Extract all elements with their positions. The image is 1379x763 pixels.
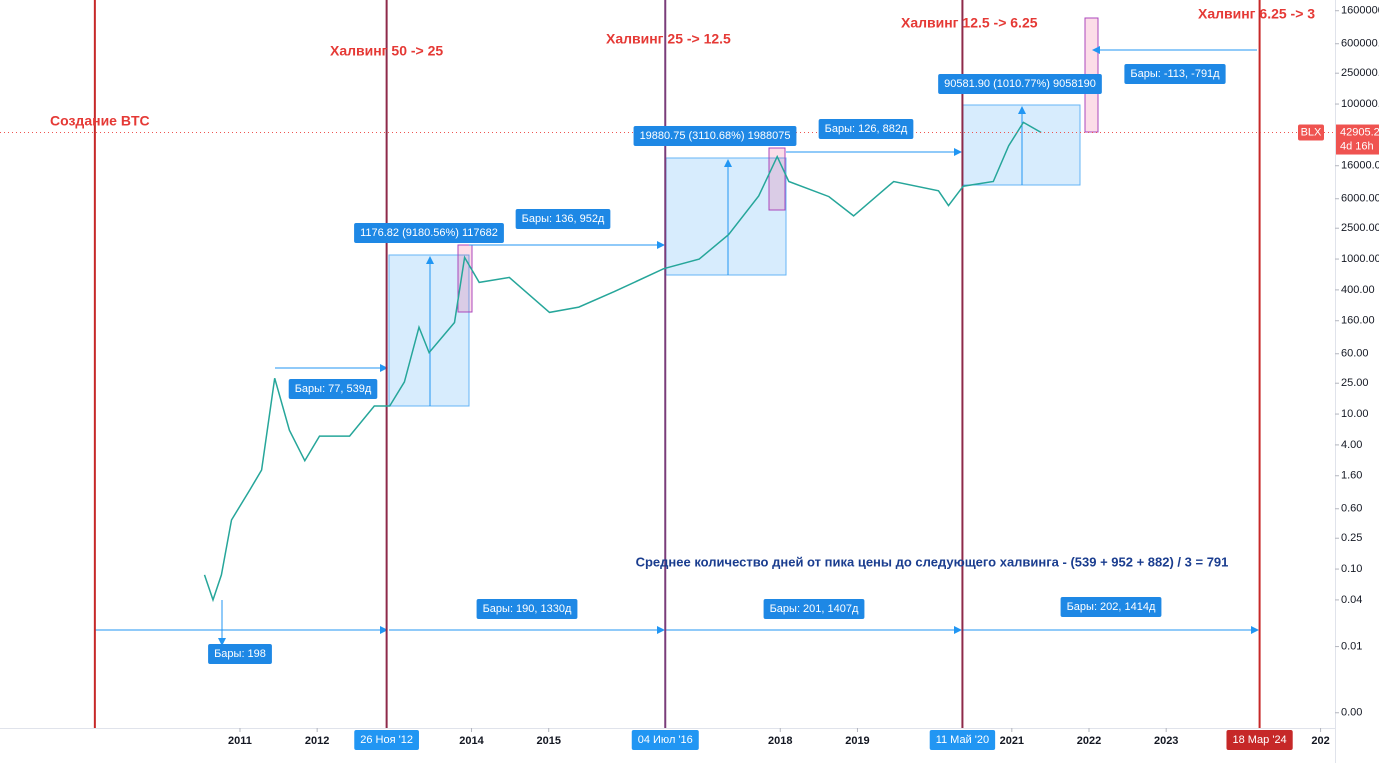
plot-area: Создание BTC Халвинг 50 -> 25 Халвинг 25 -… <box>0 0 1335 728</box>
y-tick-label: 4.00 <box>1341 439 1362 451</box>
annotation-group: Бары: -113, -791д <box>1124 64 1226 84</box>
x-tick-label: 2012 <box>305 735 329 747</box>
annotation-group: Бары: 190, 1330д <box>476 599 578 619</box>
y-tick-label: 10.00 <box>1341 408 1369 420</box>
event-title: Халвинг 25 -> 12.5 <box>606 31 731 47</box>
y-tick-label: 16000.00 <box>1341 160 1379 172</box>
x-tick-label: 2019 <box>845 735 869 747</box>
event-date-bg <box>929 730 996 750</box>
annotation: Бары: 190, 1330д <box>483 603 572 615</box>
event-title: Создание BTC <box>50 113 150 129</box>
range-box <box>665 157 787 276</box>
annotation-group: Бары: 202, 1414д <box>1060 597 1162 617</box>
y-tick-label: 160.00 <box>1341 315 1375 327</box>
x-tick-label: 2023 <box>1154 735 1178 747</box>
annotation-bg <box>208 644 272 664</box>
event-title: Халвинг 6.25 -> 3 <box>1198 6 1315 22</box>
annotation-bg <box>633 126 797 146</box>
y-tick-label: 100000.00 <box>1341 98 1379 110</box>
event-date-group: 11 Май '20 <box>929 730 996 750</box>
annotation: Бары: 77, 539д <box>295 383 372 395</box>
y-tick-label: 400.00 <box>1341 284 1375 296</box>
annotation: 90581.90 (1010.77%) 9058190 <box>944 78 1096 90</box>
y-tick-label: 25.00 <box>1341 377 1369 389</box>
annotation-group: Бары: 77, 539д <box>288 379 378 399</box>
last-price-bg <box>1336 124 1379 155</box>
y-tick-label: 0.04 <box>1341 594 1362 606</box>
annotation-group: Бары: 126, 882д <box>818 119 914 139</box>
annotation-bg <box>1124 64 1226 84</box>
annotation: 1176.82 (9180.56%) 117682 <box>360 227 498 239</box>
y-tick-label: 0.25 <box>1341 532 1362 544</box>
x-tick-label: 202 <box>1311 735 1329 747</box>
series-name-bg <box>1298 124 1324 141</box>
x-tick-label: 2022 <box>1077 735 1101 747</box>
annotation-group: Бары: 201, 1407д <box>763 599 865 619</box>
annotation-bg <box>763 599 865 619</box>
annotation-group: Бары: 136, 952д <box>515 209 611 229</box>
note: Среднее количество дней от пика цены до … <box>636 554 1229 569</box>
event-date: 26 Ноя '12 <box>360 734 413 746</box>
annotation: Бары: 198 <box>214 648 266 660</box>
event-date: 11 Май '20 <box>936 734 989 746</box>
annotation: Бары: 136, 952д <box>522 213 605 225</box>
event-date-bg <box>1226 730 1293 750</box>
event-date-group: 04 Июл '16 <box>631 730 699 750</box>
series-name: BLX <box>1301 126 1322 138</box>
annotation: Бары: 126, 882д <box>825 123 908 135</box>
y-tick-label: 0.01 <box>1341 640 1362 652</box>
x-tick-label: 2021 <box>1000 735 1024 747</box>
event-date: 18 Мар '24 <box>1232 734 1286 746</box>
countdown: 4d 16h <box>1340 140 1374 152</box>
event-title: Халвинг 50 -> 25 <box>330 43 443 59</box>
annotation-group: 19880.75 (3110.68%) 1988075 <box>633 126 797 146</box>
y-tick-label: 1.60 <box>1341 470 1362 482</box>
y-tick-label: 250000.00 <box>1341 67 1379 79</box>
annotation-bg <box>288 379 378 399</box>
y-tick-label: 2500.00 <box>1341 222 1379 234</box>
event-date: 04 Июл '16 <box>638 734 693 746</box>
x-tick-label: 2015 <box>536 735 560 747</box>
event-date-group: 18 Мар '24 <box>1226 730 1293 750</box>
annotation: 19880.75 (3110.68%) 1988075 <box>640 130 791 142</box>
y-tick-label: 1000.00 <box>1341 253 1379 265</box>
annotation-group: Бары: 198 <box>208 644 272 664</box>
y-tick-label: 0.10 <box>1341 563 1362 575</box>
annotation-group: 1176.82 (9180.56%) 117682 <box>354 223 504 243</box>
annotation: Бары: -113, -791д <box>1130 68 1220 80</box>
y-tick-label: 6000.00 <box>1341 193 1379 205</box>
range-box <box>388 254 470 407</box>
x-tick-label: 2011 <box>228 735 252 747</box>
annotation: Бары: 202, 1414д <box>1067 601 1156 613</box>
event-title: Халвинг 12.5 -> 6.25 <box>901 15 1038 31</box>
annotation-bg <box>515 209 611 229</box>
y-tick-label: 1600000 <box>1341 5 1379 17</box>
x-tick-label: 2014 <box>459 735 484 747</box>
annotation-bg <box>1060 597 1162 617</box>
y-tick-label: 0.60 <box>1341 503 1362 515</box>
price-line <box>203 121 1042 603</box>
event-date-group: 26 Ноя '12 <box>354 730 419 750</box>
y-tick-label: 600000.00 <box>1341 38 1379 50</box>
x-tick-label: 2018 <box>768 735 792 747</box>
date-range-box <box>457 244 473 313</box>
annotation-bg <box>476 599 578 619</box>
event-date-bg <box>631 730 699 750</box>
annotation-group: 90581.90 (1010.77%) 9058190 <box>938 74 1102 94</box>
annotation-bg <box>938 74 1102 94</box>
y-tick-label: 60.00 <box>1341 348 1369 360</box>
y-tick-label: 0.00 <box>1341 707 1362 719</box>
annotation: Бары: 201, 1407д <box>770 603 859 615</box>
annotation-bg <box>354 223 504 243</box>
annotation-bg <box>818 119 914 139</box>
last-price: 42905.2 <box>1340 126 1379 138</box>
event-date-bg <box>354 730 419 750</box>
